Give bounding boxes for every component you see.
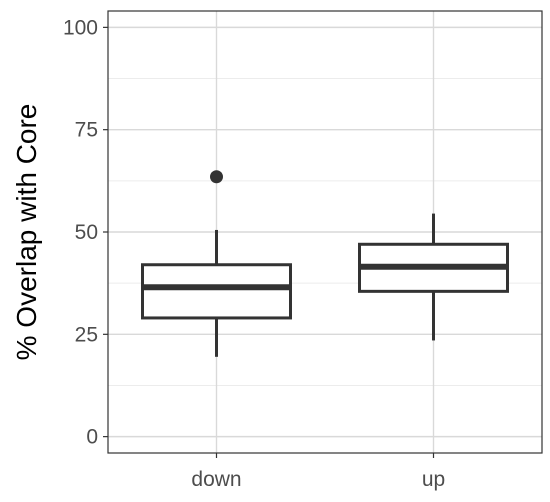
y-axis-title: % Overlap with Core (11, 104, 42, 361)
outlier-point (210, 170, 223, 184)
axis-layer: 0 25 50 75 100 down up (63, 16, 445, 491)
box-up (358, 213, 509, 341)
iqr-box (141, 263, 292, 320)
grid-layer (108, 11, 542, 453)
x-tick-label: up (422, 468, 445, 491)
y-tick-label: 25 (75, 323, 98, 346)
x-tick-label: down (191, 468, 241, 491)
y-tick-label: 50 (75, 221, 98, 244)
y-tick-label: 100 (63, 16, 98, 39)
y-tick-label: 75 (75, 119, 98, 142)
box-layer (141, 170, 509, 357)
y-tick-label: 0 (86, 426, 98, 449)
box-down (141, 170, 292, 357)
